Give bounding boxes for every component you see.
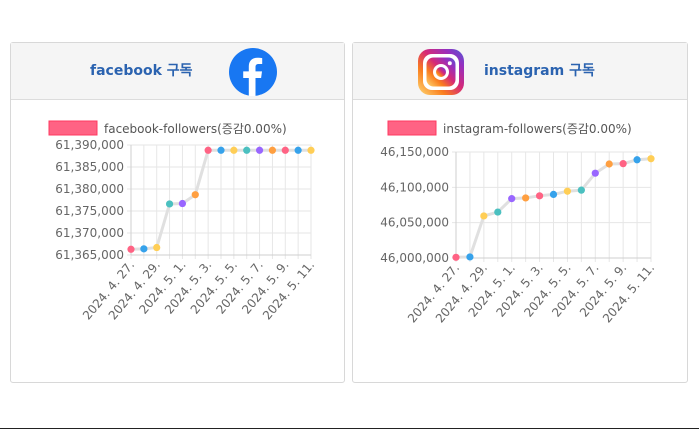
y-tick-label: 46,050,000	[380, 216, 449, 230]
facebook-logo-icon	[229, 48, 277, 96]
data-point	[268, 146, 277, 154]
data-point	[294, 146, 302, 154]
instagram-logo-icon	[418, 49, 464, 95]
data-point	[255, 146, 264, 154]
data-point	[127, 245, 135, 253]
y-tick-label: 46,000,000	[380, 251, 449, 265]
data-point	[619, 160, 627, 168]
data-point	[140, 245, 148, 253]
y-tick-label: 61,365,000	[55, 248, 124, 262]
y-tick-label: 61,370,000	[55, 226, 124, 240]
instagram-followers-chart: instagram-followers(증감0.00%) 46,150,000 46…	[380, 120, 657, 325]
y-tick-label: 61,390,000	[55, 138, 124, 152]
y-tick-label: 46,150,000	[380, 145, 449, 159]
data-point	[522, 194, 530, 202]
legend-swatch	[387, 120, 437, 136]
instagram-card-title[interactable]: instagram 구독	[484, 63, 595, 79]
page-divider	[0, 428, 699, 429]
data-point	[191, 191, 199, 199]
data-point	[466, 253, 474, 261]
data-point	[549, 190, 558, 198]
legend-label: facebook-followers(증감0.00%)	[104, 122, 287, 136]
legend-label: instagram-followers(증감0.00%)	[443, 122, 632, 136]
data-point	[647, 155, 655, 163]
data-point	[178, 199, 187, 208]
instagram-card: instagram 구독 instagram-followers(증감0.00%…	[352, 42, 688, 383]
data-point	[480, 212, 488, 220]
data-point	[563, 187, 572, 195]
facebook-card-title[interactable]: facebook 구독	[90, 63, 193, 79]
data-point	[494, 208, 502, 216]
data-point	[535, 192, 544, 200]
data-point	[605, 160, 613, 168]
y-tick-label: 46,100,000	[380, 180, 449, 194]
y-tick-label: 61,385,000	[55, 160, 124, 174]
y-tick-label: 61,375,000	[55, 204, 124, 218]
data-point	[204, 146, 212, 154]
data-point	[281, 146, 289, 154]
data-point	[577, 186, 585, 194]
facebook-card-header: facebook 구독	[11, 43, 344, 100]
data-point	[217, 146, 225, 154]
data-point	[243, 146, 251, 154]
data-point	[230, 146, 238, 154]
data-point	[591, 169, 599, 177]
facebook-followers-chart: facebook-followers(증감0.00%) 61,390,000 61,…	[48, 120, 317, 322]
data-point	[508, 195, 516, 203]
data-point	[633, 156, 641, 164]
y-tick-label: 61,380,000	[55, 182, 124, 196]
facebook-card: facebook 구독 facebook-followers(증감0.00%) 6…	[10, 42, 345, 383]
data-point	[165, 200, 174, 208]
legend-swatch	[48, 120, 98, 136]
data-point	[153, 243, 161, 252]
data-point	[452, 253, 460, 261]
instagram-card-header: instagram 구독	[353, 43, 687, 100]
data-point	[307, 146, 315, 154]
